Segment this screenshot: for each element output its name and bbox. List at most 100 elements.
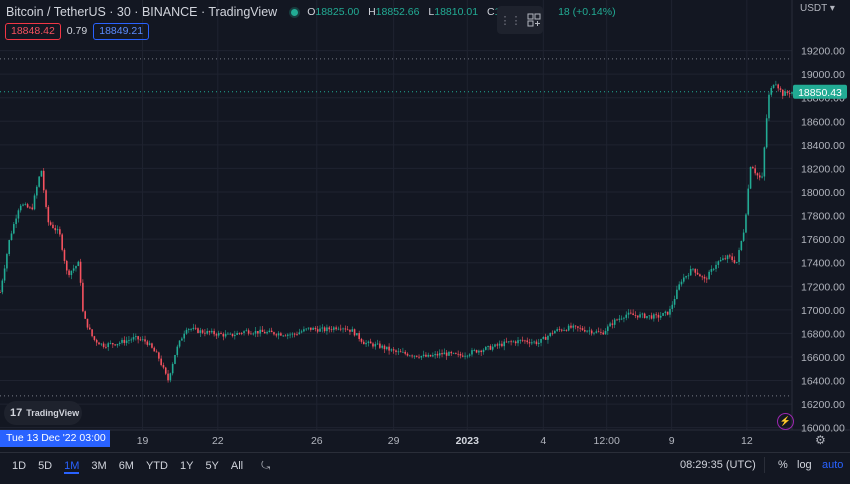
- range-button[interactable]: 6M: [118, 459, 134, 472]
- utc-clock[interactable]: 08:29:35 (UTC): [680, 459, 756, 471]
- layout-toggle-button[interactable]: ⋮⋮: [497, 6, 543, 34]
- candle-body: [577, 326, 579, 328]
- candle-body: [116, 343, 119, 346]
- candle-body: [321, 327, 324, 329]
- candle-body: [781, 89, 784, 96]
- dotted-levels: [0, 58, 792, 397]
- gear-icon[interactable]: ⚙: [815, 433, 826, 447]
- candle-body: [139, 339, 142, 341]
- range-button[interactable]: 1D: [12, 459, 27, 472]
- candle-body: [666, 311, 669, 315]
- time-axis[interactable]: 19 22 26 29 2023 4 12:00 9 12: [137, 435, 753, 447]
- candle-body: [91, 329, 93, 337]
- candle-body: [369, 341, 372, 344]
- candle-body: [673, 298, 676, 305]
- candle-body: [655, 314, 657, 316]
- tradingview-logo[interactable]: 17 TradingView: [4, 401, 82, 425]
- candles-group: [0, 80, 793, 383]
- candle-body: [701, 276, 704, 278]
- candle-body: [144, 339, 146, 342]
- candle-body: [130, 339, 133, 341]
- sell-price-button[interactable]: 18848.42: [5, 22, 61, 40]
- candle-body: [47, 206, 50, 223]
- add-layout-icon[interactable]: [527, 13, 541, 27]
- candle-body: [457, 353, 459, 355]
- date-range-icon[interactable]: ⤿: [261, 460, 271, 472]
- candle-body: [31, 207, 34, 210]
- buy-price-button[interactable]: 18849.21: [93, 22, 150, 40]
- candle-body: [475, 350, 478, 353]
- candle-body: [542, 337, 545, 339]
- candle-body: [508, 341, 510, 343]
- candle-body: [747, 188, 750, 215]
- candle-body: [503, 341, 506, 347]
- candle-body: [286, 334, 289, 336]
- candle-body: [480, 350, 482, 353]
- change-value: 18 (+0.14%): [558, 6, 616, 18]
- candle-body: [75, 266, 77, 269]
- candle-body: [192, 327, 195, 330]
- candle-body: [385, 346, 388, 350]
- candle-body: [411, 355, 413, 357]
- range-button[interactable]: All: [230, 459, 244, 472]
- candle-body: [786, 91, 789, 94]
- price-tick-label: 17800.00: [801, 211, 845, 223]
- candle-body: [24, 204, 27, 206]
- range-button[interactable]: YTD: [145, 459, 168, 472]
- candle-body: [521, 339, 524, 341]
- candle-body: [406, 353, 409, 356]
- auto-toggle[interactable]: auto: [822, 459, 844, 471]
- candle-body: [498, 343, 501, 346]
- currency-selector[interactable]: USDT ▾: [800, 3, 835, 14]
- symbol-title[interactable]: Bitcoin / TetherUS · 30 · BINANCE · Trad…: [6, 5, 278, 19]
- drag-handle-icon[interactable]: ⋮⋮: [499, 14, 522, 27]
- candle-body: [567, 325, 570, 331]
- price-axis[interactable]: 16000.00 16200.00 16400.00 16600.00 16800.00…: [801, 46, 845, 435]
- time-tick-label: 29: [388, 435, 400, 447]
- candle-body: [641, 313, 644, 315]
- candle-body: [135, 336, 137, 338]
- range-button[interactable]: 5Y: [205, 459, 219, 472]
- candle-body: [484, 346, 487, 350]
- candle-body: [277, 333, 280, 336]
- range-button[interactable]: 1Y: [179, 459, 194, 472]
- candle-body: [763, 147, 766, 177]
- price-tick-label: 16200.00: [801, 399, 845, 411]
- candle-body: [634, 315, 637, 316]
- candle-body: [303, 329, 305, 332]
- candle-body: [680, 281, 683, 285]
- candle-body: [618, 318, 621, 320]
- candle-body: [137, 336, 139, 340]
- open-value: 18825.00: [315, 6, 360, 18]
- range-button[interactable]: 1M: [64, 459, 80, 474]
- range-buttons: 1D 5D 1M 3M 6M YTD 1Y 5Y All: [0, 460, 243, 474]
- candle-body: [337, 328, 340, 330]
- candle-body: [752, 167, 754, 169]
- candle-body: [13, 224, 15, 234]
- candle-body: [153, 347, 156, 352]
- candle-body: [102, 343, 105, 347]
- time-tick-label: 26: [311, 435, 323, 447]
- lightning-icon[interactable]: ⚡: [777, 413, 794, 430]
- low-value: 18810.01: [434, 6, 479, 18]
- candle-body: [452, 352, 455, 354]
- candle-body: [526, 340, 529, 343]
- candle-body: [519, 339, 522, 341]
- range-button[interactable]: 5D: [38, 459, 53, 472]
- candle-body: [544, 337, 547, 340]
- percent-toggle[interactable]: %: [778, 459, 788, 471]
- last-price-group: 18850.43: [793, 84, 847, 99]
- candle-body: [427, 354, 430, 357]
- candle-body: [263, 331, 266, 334]
- candle-body: [176, 346, 179, 356]
- log-toggle[interactable]: log: [797, 459, 812, 471]
- candle-body: [623, 317, 625, 319]
- range-button[interactable]: 3M: [91, 459, 107, 472]
- price-tick-label: 17200.00: [801, 281, 845, 293]
- candle-body: [215, 334, 218, 336]
- candle-body: [692, 268, 694, 270]
- candle-body: [402, 351, 404, 353]
- candle-body: [296, 334, 298, 335]
